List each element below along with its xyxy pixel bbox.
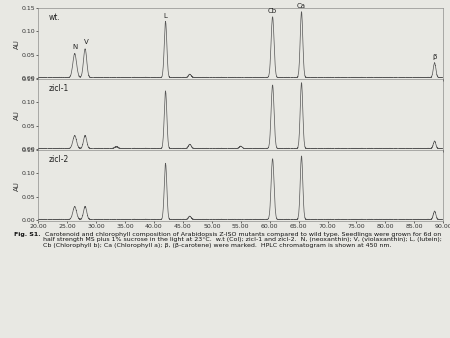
Text: L: L (164, 13, 167, 19)
Text: zicI-2: zicI-2 (49, 155, 68, 164)
Text: V: V (84, 39, 89, 45)
Text: Cb: Cb (268, 8, 277, 14)
Y-axis label: AU: AU (14, 110, 20, 120)
Text: Ca: Ca (297, 3, 306, 9)
Text: β: β (432, 54, 437, 60)
Text: zicI-1: zicI-1 (49, 84, 68, 93)
Text: Carotenoid and chlorophyll composition of Arabidopsis Z-ISO mutants compared to : Carotenoid and chlorophyll composition o… (43, 232, 441, 248)
Y-axis label: AU: AU (14, 39, 20, 49)
Text: Fig. S1.: Fig. S1. (14, 232, 40, 237)
Text: wt.: wt. (49, 13, 60, 22)
Text: N: N (72, 44, 77, 50)
Y-axis label: AU: AU (14, 181, 20, 191)
